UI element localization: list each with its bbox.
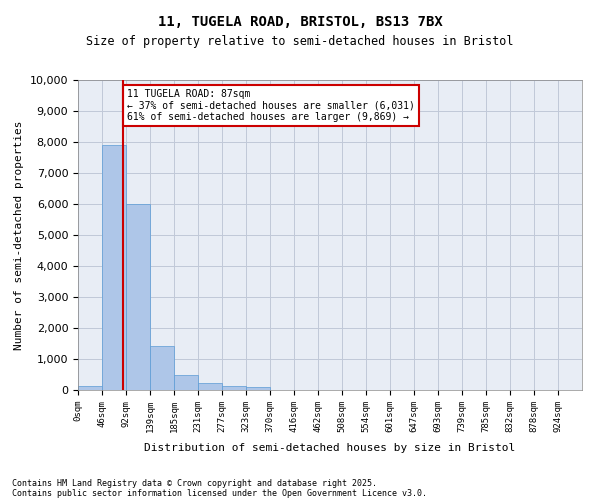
- Text: 11 TUGELA ROAD: 87sqm
← 37% of semi-detached houses are smaller (6,031)
61% of s: 11 TUGELA ROAD: 87sqm ← 37% of semi-deta…: [127, 90, 415, 122]
- Bar: [222, 386, 246, 390]
- Bar: [150, 346, 174, 390]
- Text: Size of property relative to semi-detached houses in Bristol: Size of property relative to semi-detach…: [86, 35, 514, 48]
- Text: Contains public sector information licensed under the Open Government Licence v3: Contains public sector information licen…: [12, 488, 427, 498]
- Bar: [78, 386, 102, 390]
- Bar: [126, 204, 150, 390]
- Y-axis label: Number of semi-detached properties: Number of semi-detached properties: [14, 120, 24, 350]
- Bar: [174, 375, 198, 390]
- Bar: [246, 387, 270, 390]
- Text: 11, TUGELA ROAD, BRISTOL, BS13 7BX: 11, TUGELA ROAD, BRISTOL, BS13 7BX: [158, 15, 442, 29]
- Text: Contains HM Land Registry data © Crown copyright and database right 2025.: Contains HM Land Registry data © Crown c…: [12, 478, 377, 488]
- Bar: [198, 383, 222, 390]
- X-axis label: Distribution of semi-detached houses by size in Bristol: Distribution of semi-detached houses by …: [145, 443, 515, 453]
- Bar: [102, 145, 126, 390]
